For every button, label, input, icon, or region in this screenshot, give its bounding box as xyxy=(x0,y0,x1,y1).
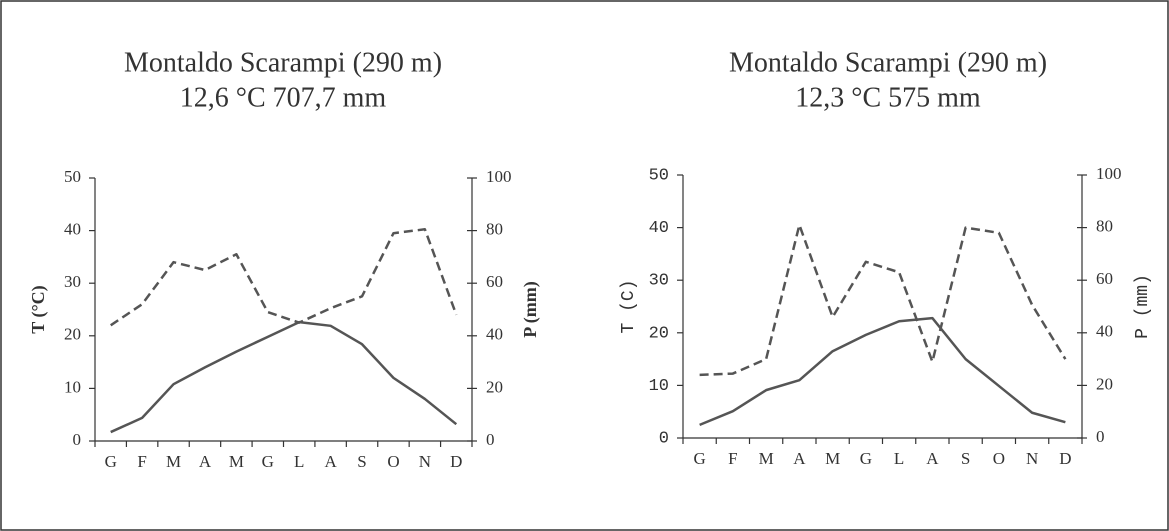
series-line xyxy=(110,228,458,327)
x-tick-label: M xyxy=(825,449,840,468)
y-tick-label: 50 xyxy=(649,166,669,185)
y-tick-label: 0 xyxy=(659,429,669,448)
x-tick-label: M xyxy=(759,449,774,468)
y2-axis-label: P (mm) xyxy=(520,281,541,337)
x-tick-label: A xyxy=(199,452,212,471)
y-tick-label: 10 xyxy=(64,377,81,396)
x-tick-label: S xyxy=(961,449,970,468)
x-tick-label: A xyxy=(793,449,806,468)
y2-tick-label: 40 xyxy=(486,325,503,344)
chart-title: Montaldo Scarampi (290 m) xyxy=(729,47,1047,78)
y2-tick-label: 0 xyxy=(1096,427,1105,446)
x-tick-label: L xyxy=(294,452,304,471)
y2-tick-label: 60 xyxy=(1096,269,1113,288)
x-tick-label: A xyxy=(324,452,337,471)
x-tick-label: A xyxy=(926,449,939,468)
y2-tick-label: 100 xyxy=(1096,164,1122,183)
y-tick-label: 20 xyxy=(64,325,81,344)
y2-tick-label: 60 xyxy=(486,272,503,291)
x-tick-label: S xyxy=(357,452,366,471)
y-tick-label: 20 xyxy=(649,324,669,343)
y2-tick-label: 80 xyxy=(1096,217,1113,236)
x-tick-label: G xyxy=(860,449,872,468)
x-tick-label: G xyxy=(693,449,705,468)
y2-tick-label: 20 xyxy=(1096,374,1113,393)
x-tick-label: N xyxy=(419,452,431,471)
x-tick-label: L xyxy=(894,449,904,468)
y2-tick-label: 0 xyxy=(486,430,495,449)
y-tick-label: 50 xyxy=(64,167,81,186)
chart-subtitle: 12,3 °C 575 mm xyxy=(795,82,981,113)
x-tick-label: F xyxy=(137,452,146,471)
x-tick-label: O xyxy=(387,452,399,471)
y-tick-label: 0 xyxy=(73,430,82,449)
x-tick-label: D xyxy=(450,452,462,471)
y-axis-label: T (C) xyxy=(619,279,639,333)
series-line xyxy=(110,320,458,434)
chart-subtitle: 12,6 °C 707,7 mm xyxy=(180,82,387,113)
y2-axis-label: P (mm) xyxy=(1133,274,1153,339)
x-tick-label: N xyxy=(1026,449,1038,468)
y2-tick-label: 20 xyxy=(486,377,503,396)
x-tick-label: G xyxy=(262,452,274,471)
y2-tick-label: 40 xyxy=(1096,322,1113,341)
chart-title: Montaldo Scarampi (290 m) xyxy=(124,47,442,78)
x-tick-label: M xyxy=(166,452,181,471)
x-tick-label: D xyxy=(1059,449,1071,468)
y-axis-label: T (°C) xyxy=(28,285,49,333)
x-tick-label: G xyxy=(105,452,117,471)
x-tick-label: M xyxy=(229,452,244,471)
y2-tick-label: 100 xyxy=(486,167,512,186)
y-tick-label: 40 xyxy=(649,219,669,238)
series-line xyxy=(699,316,1066,427)
x-tick-label: F xyxy=(728,449,737,468)
y-tick-label: 30 xyxy=(649,272,669,291)
y-tick-label: 40 xyxy=(64,220,81,239)
series-line xyxy=(699,223,1067,377)
y-tick-label: 30 xyxy=(64,272,81,291)
y2-tick-label: 80 xyxy=(486,220,503,239)
y-tick-label: 10 xyxy=(649,377,669,396)
x-tick-label: O xyxy=(993,449,1005,468)
